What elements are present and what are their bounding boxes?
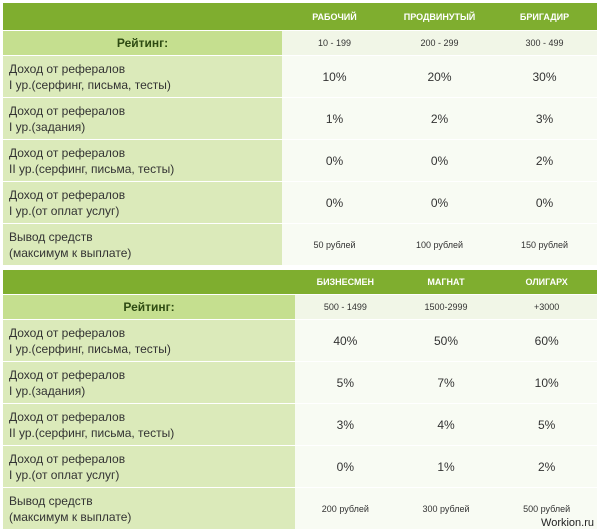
row-label: Доход от рефералов I ур.(от оплат услуг)	[3, 446, 295, 487]
row-label: Доход от рефералов I ур.(от оплат услуг)	[3, 182, 282, 223]
row-label: Доход от рефералов I ур.(серфинг, письма,…	[3, 320, 295, 361]
value-cell: 2%	[496, 446, 598, 487]
rating-label: Рейтинг:	[3, 31, 282, 55]
rating-value: +3000	[496, 295, 598, 319]
table-row: Доход от рефералов I ур.(от оплат услуг) …	[3, 181, 597, 223]
table-header-row: РАБОЧИЙ ПРОДВИНУТЫЙ БРИГАДИР	[3, 3, 597, 30]
rating-label: Рейтинг:	[3, 295, 295, 319]
value-cell: 0%	[282, 182, 387, 223]
level-header: РАБОЧИЙ	[282, 3, 387, 30]
watermark: Workion.ru	[541, 517, 594, 529]
table-header-row: БИЗНЕСМЕН МАГНАТ ОЛИГАРХ	[3, 270, 598, 294]
value-cell: 0%	[387, 140, 492, 181]
level-header: БИЗНЕСМЕН	[295, 270, 396, 294]
value-cell: 4%	[395, 404, 497, 445]
value-cell: 100 рублей	[387, 224, 492, 265]
value-cell: 5%	[496, 404, 598, 445]
value-cell: 2%	[492, 140, 597, 181]
rating-value: 500 - 1499	[295, 295, 396, 319]
rating-value: 10 - 199	[282, 31, 387, 55]
level-header: БРИГАДИР	[492, 3, 597, 30]
rating-row: Рейтинг: 500 - 1499 1500-2999 +3000	[3, 294, 598, 319]
rating-value: 1500-2999	[395, 295, 497, 319]
value-cell: 10%	[496, 362, 598, 403]
table-row: Вывод средств (максимум к выплате) 50 руб…	[3, 223, 597, 265]
value-cell: 0%	[295, 446, 396, 487]
row-label: Доход от рефералов II ур.(серфинг, письма…	[3, 140, 282, 181]
row-label: Доход от рефералов II ур.(серфинг, письма…	[3, 404, 295, 445]
row-label: Вывод средств (максимум к выплате)	[3, 488, 295, 529]
value-cell: 3%	[295, 404, 396, 445]
table-row: Доход от рефералов I ур.(задания) 1% 2% 3…	[3, 97, 597, 139]
value-cell: 150 рублей	[492, 224, 597, 265]
value-cell: 0%	[492, 182, 597, 223]
rating-row: Рейтинг: 10 - 199 200 - 299 300 - 499	[3, 30, 597, 55]
level-header: ОЛИГАРХ	[496, 270, 598, 294]
levels-table-2: БИЗНЕСМЕН МАГНАТ ОЛИГАРХ Рейтинг: 500 - …	[3, 270, 598, 529]
value-cell: 300 рублей	[395, 488, 497, 529]
value-cell: 30%	[492, 56, 597, 97]
value-cell: 0%	[387, 182, 492, 223]
rating-value: 200 - 299	[387, 31, 492, 55]
row-label: Доход от рефералов I ур.(задания)	[3, 98, 282, 139]
value-cell: 7%	[395, 362, 497, 403]
levels-table-1: РАБОЧИЙ ПРОДВИНУТЫЙ БРИГАДИР Рейтинг: 10…	[3, 3, 597, 265]
table-row: Доход от рефералов I ур.(задания) 5% 7% 1…	[3, 361, 598, 403]
row-label: Доход от рефералов I ур.(серфинг, письма,…	[3, 56, 282, 97]
level-header: ПРОДВИНУТЫЙ	[387, 3, 492, 30]
row-label: Доход от рефералов I ур.(задания)	[3, 362, 295, 403]
row-label: Вывод средств (максимум к выплате)	[3, 224, 282, 265]
header-blank	[3, 3, 282, 30]
value-cell: 40%	[295, 320, 396, 361]
table-row: Доход от рефералов I ур.(серфинг, письма,…	[3, 319, 598, 361]
value-cell: 0%	[282, 140, 387, 181]
table-row: Доход от рефералов I ур.(от оплат услуг) …	[3, 445, 598, 487]
level-header: МАГНАТ	[395, 270, 497, 294]
table-row: Доход от рефералов I ур.(серфинг, письма,…	[3, 55, 597, 97]
value-cell: 1%	[282, 98, 387, 139]
value-cell: 1%	[395, 446, 497, 487]
table-row: Вывод средств (максимум к выплате) 200 ру…	[3, 487, 598, 529]
value-cell: 60%	[496, 320, 598, 361]
table-row: Доход от рефералов II ур.(серфинг, письма…	[3, 139, 597, 181]
value-cell: 50%	[395, 320, 497, 361]
value-cell: 3%	[492, 98, 597, 139]
value-cell: 50 рублей	[282, 224, 387, 265]
table-row: Доход от рефералов II ур.(серфинг, письма…	[3, 403, 598, 445]
value-cell: 500 рублей	[496, 488, 598, 529]
value-cell: 2%	[387, 98, 492, 139]
value-cell: 5%	[295, 362, 396, 403]
header-blank	[3, 270, 295, 294]
value-cell: 200 рублей	[295, 488, 396, 529]
value-cell: 20%	[387, 56, 492, 97]
rating-value: 300 - 499	[492, 31, 597, 55]
value-cell: 10%	[282, 56, 387, 97]
